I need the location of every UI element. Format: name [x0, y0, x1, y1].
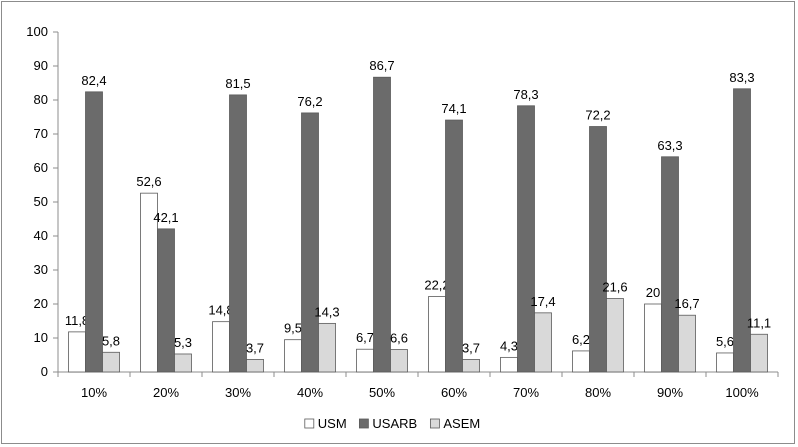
- data-label-asem: 6,6: [390, 331, 408, 346]
- y-tick-label: 10: [34, 330, 48, 345]
- data-label-usm: 9,5: [284, 321, 302, 336]
- bar-usm: [716, 352, 734, 373]
- data-label-usarb: 63,3: [657, 138, 682, 153]
- bar-usm: [572, 350, 590, 373]
- y-tick-label: 30: [34, 262, 48, 277]
- bar-usarb: [157, 228, 175, 373]
- y-tick-label: 90: [34, 58, 48, 73]
- data-label-usarb: 83,3: [729, 70, 754, 85]
- data-label-asem: 14,3: [314, 304, 339, 319]
- bar-usm: [356, 348, 374, 373]
- bar-asem: [390, 349, 408, 373]
- data-label-usm: 14,8: [208, 303, 233, 318]
- data-label-asem: 3,7: [462, 340, 480, 355]
- bar-usarb: [517, 105, 535, 373]
- x-tick-label: 100%: [725, 385, 759, 400]
- data-label-usarb: 72,2: [585, 108, 610, 123]
- bar-asem: [606, 298, 624, 373]
- data-label-usarb: 82,4: [81, 73, 106, 88]
- data-label-usarb: 74,1: [441, 101, 466, 116]
- data-label-usarb: 78,3: [513, 87, 538, 102]
- y-tick-label: 50: [34, 194, 48, 209]
- y-tick-label: 70: [34, 126, 48, 141]
- bar-usarb: [373, 76, 391, 373]
- x-tick-label: 50%: [369, 385, 395, 400]
- bar-usarb: [85, 91, 103, 373]
- data-label-asem: 3,7: [246, 340, 264, 355]
- x-tick-label: 70%: [513, 385, 539, 400]
- x-tick-label: 30%: [225, 385, 251, 400]
- data-label-asem: 5,8: [102, 333, 120, 348]
- legend-label-asem: ASEM: [443, 416, 480, 431]
- bar-asem: [534, 312, 552, 373]
- bar-usarb: [661, 156, 679, 373]
- x-tick-label: 80%: [585, 385, 611, 400]
- bar-usarb: [589, 126, 607, 373]
- data-label-usarb: 76,2: [297, 94, 322, 109]
- bar-asem: [174, 353, 192, 373]
- data-label-asem: 17,4: [530, 294, 555, 309]
- bar-usarb: [445, 119, 463, 373]
- data-label-usm: 4,3: [500, 338, 518, 353]
- data-label-asem: 11,1: [747, 315, 771, 330]
- legend-label-usm: USM: [318, 416, 347, 431]
- bar-usarb: [733, 88, 751, 373]
- legend-swatch-usm: [304, 418, 315, 429]
- data-label-asem: 5,3: [174, 335, 192, 350]
- data-label-usarb: 86,7: [369, 58, 394, 73]
- x-tick-label: 10%: [81, 385, 107, 400]
- bar-usarb: [229, 94, 247, 373]
- data-label-usarb: 42,1: [153, 210, 178, 225]
- data-label-usm: 22,2: [424, 278, 449, 293]
- data-label-usm: 6,7: [356, 330, 374, 345]
- y-tick-label: 100: [26, 24, 48, 39]
- data-label-usm: 20: [646, 285, 660, 300]
- bar-asem: [246, 359, 264, 373]
- legend-swatch-asem: [429, 418, 440, 429]
- y-tick-label: 80: [34, 92, 48, 107]
- data-label-asem: 16,7: [674, 296, 699, 311]
- x-tick-label: 40%: [297, 385, 323, 400]
- bar-asem: [678, 314, 696, 373]
- data-label-asem: 21,6: [602, 280, 627, 295]
- legend-label-usarb: USARB: [372, 416, 417, 431]
- bar-usm: [644, 303, 662, 373]
- bar-usarb: [301, 112, 319, 373]
- x-tick-label: 90%: [657, 385, 683, 400]
- data-label-usm: 5,6: [716, 334, 734, 349]
- data-label-usarb: 81,5: [225, 76, 250, 91]
- bar-usm: [68, 331, 86, 373]
- data-label-usm: 11,8: [65, 313, 89, 328]
- bar-usm: [500, 356, 518, 373]
- bar-asem: [318, 322, 336, 373]
- y-tick-label: 0: [41, 364, 48, 379]
- bar-asem: [462, 359, 480, 373]
- bar-asem: [102, 351, 120, 373]
- data-label-usm: 52,6: [136, 174, 161, 189]
- bar-asem: [750, 333, 768, 373]
- y-tick-label: 20: [34, 296, 48, 311]
- x-tick-label: 60%: [441, 385, 467, 400]
- bar-usm: [428, 296, 446, 373]
- data-label-usm: 6,2: [572, 332, 590, 347]
- legend-swatch-usarb: [358, 418, 369, 429]
- y-tick-label: 60: [34, 160, 48, 175]
- bar-usm: [212, 321, 230, 373]
- bar-usm: [284, 339, 302, 373]
- y-tick-label: 40: [34, 228, 48, 243]
- x-tick-label: 20%: [153, 385, 179, 400]
